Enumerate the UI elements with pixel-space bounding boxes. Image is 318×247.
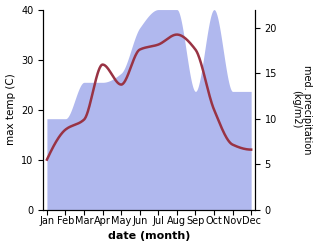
Y-axis label: med. precipitation
(kg/m2): med. precipitation (kg/m2) bbox=[291, 65, 313, 154]
X-axis label: date (month): date (month) bbox=[108, 231, 190, 242]
Y-axis label: max temp (C): max temp (C) bbox=[5, 74, 16, 145]
